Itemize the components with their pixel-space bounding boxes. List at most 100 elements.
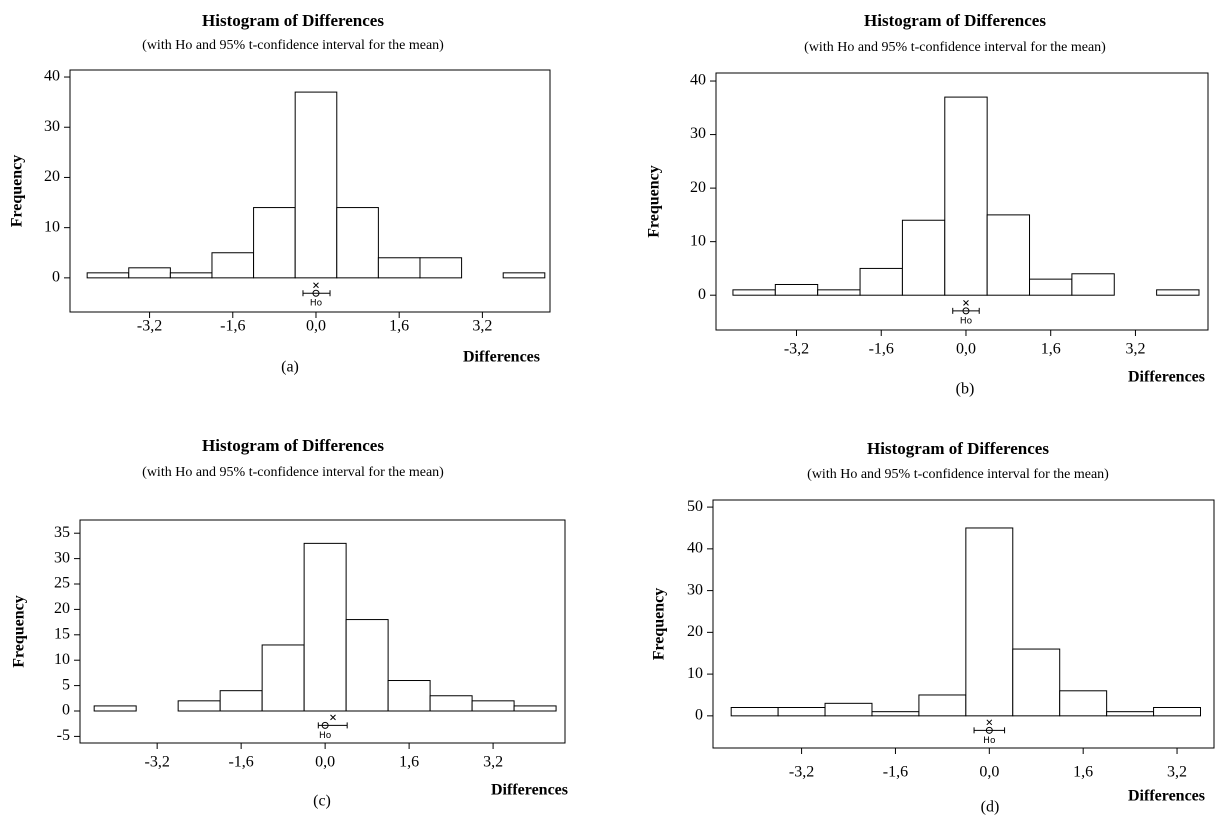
y-tick-label: 30 [54, 549, 70, 566]
bar [774, 283, 819, 296]
y-axis-label: Frequency [646, 165, 663, 238]
x-tick-label: -3,2 [137, 318, 162, 335]
bar [1071, 273, 1115, 296]
plot-frame [715, 72, 1209, 331]
chart-title: Histogram of Differences [867, 439, 1049, 458]
bar [219, 690, 263, 712]
plot-frame [712, 499, 1215, 749]
bar [128, 267, 171, 279]
y-tick-label: -5 [57, 727, 70, 744]
x-axis-label: Differences [491, 782, 568, 799]
bar [859, 267, 903, 296]
x-tick-label: 3,2 [1125, 341, 1145, 358]
y-tick-label: 40 [687, 540, 703, 557]
bar [817, 289, 861, 296]
bar [377, 257, 421, 279]
bar [419, 257, 463, 279]
bar [345, 619, 389, 712]
y-tick-label: 0 [52, 269, 60, 286]
x-tick-label: -3,2 [789, 764, 814, 781]
chart-subtitle: (with Ho and 95% t-confidence interval f… [804, 40, 1106, 55]
y-tick-label: 10 [690, 232, 706, 249]
x-tick-label: 3,2 [472, 318, 492, 335]
bar [336, 207, 379, 279]
bar [177, 700, 221, 712]
chart-title: Histogram of Differences [864, 11, 1046, 30]
ho-label: Ho [319, 731, 332, 741]
caption: (c) [313, 793, 331, 810]
y-tick-label: 40 [690, 72, 706, 89]
x-tick-label: 1,6 [399, 754, 419, 771]
plot-frame [79, 519, 566, 744]
ho-label: Ho [960, 316, 973, 326]
ho-marker [321, 721, 329, 729]
x-tick-label: -3,2 [784, 341, 809, 358]
bar [93, 705, 137, 712]
bar [918, 694, 967, 717]
y-tick-label: 30 [687, 581, 703, 598]
x-tick-label: 0,0 [979, 764, 999, 781]
y-tick-label: 10 [44, 218, 60, 235]
y-tick-label: 10 [687, 665, 703, 682]
mean-marker [986, 719, 993, 726]
bar [965, 527, 1014, 717]
ho-label: Ho [983, 736, 996, 746]
y-tick-label: 0 [698, 286, 706, 303]
bar [944, 96, 988, 296]
ho-label: Ho [310, 299, 323, 309]
y-tick-label: 15 [54, 625, 70, 642]
bar [871, 711, 920, 717]
x-tick-label: 0,0 [315, 754, 335, 771]
bar [901, 219, 946, 296]
x-tick-label: 1,6 [1041, 341, 1061, 358]
y-tick-label: 20 [690, 179, 706, 196]
y-tick-label: 0 [695, 707, 703, 724]
bar [1153, 707, 1202, 717]
x-axis-label: Differences [463, 349, 540, 366]
x-tick-label: 3,2 [1167, 764, 1187, 781]
ho-marker [985, 726, 993, 734]
y-tick-label: 10 [54, 651, 70, 668]
y-tick-label: 20 [54, 600, 70, 617]
caption: (a) [281, 359, 299, 376]
chart-subtitle: (with Ho and 95% t-confidence interval f… [142, 38, 444, 53]
bar [732, 289, 776, 296]
bar [730, 707, 779, 717]
y-tick-label: 20 [44, 168, 60, 185]
y-axis-label: Frequency [11, 595, 28, 668]
bar [502, 272, 546, 279]
bar [294, 91, 338, 279]
x-tick-label: -1,6 [869, 341, 894, 358]
bar [261, 644, 305, 712]
y-tick-label: 35 [54, 524, 70, 541]
x-axis-label: Differences [1128, 788, 1205, 805]
chart-subtitle: (with Ho and 95% t-confidence interval f… [142, 465, 444, 480]
chart-title: Histogram of Differences [202, 436, 384, 455]
bar [1156, 289, 1200, 296]
bar [824, 702, 873, 717]
bar [777, 707, 826, 717]
ho-marker [312, 289, 320, 297]
caption: (b) [956, 381, 975, 398]
y-axis-label: Frequency [9, 155, 26, 228]
y-tick-label: 50 [687, 498, 703, 515]
y-tick-label: 40 [44, 68, 60, 85]
bar [253, 207, 296, 279]
y-tick-label: 30 [44, 118, 60, 135]
y-tick-label: 5 [62, 676, 70, 693]
bar [1029, 278, 1073, 296]
y-tick-label: 20 [687, 623, 703, 640]
mean-marker [963, 300, 969, 306]
bar [86, 272, 130, 279]
plot-frame [69, 69, 551, 313]
x-axis-label: Differences [1128, 369, 1205, 386]
bar [1059, 690, 1108, 717]
bar [1012, 648, 1061, 717]
bar [387, 680, 431, 712]
x-tick-label: 3,2 [483, 754, 503, 771]
y-axis-label: Frequency [651, 588, 668, 661]
x-tick-label: -1,6 [883, 764, 908, 781]
x-tick-label: 0,0 [306, 318, 326, 335]
bar [471, 700, 515, 712]
